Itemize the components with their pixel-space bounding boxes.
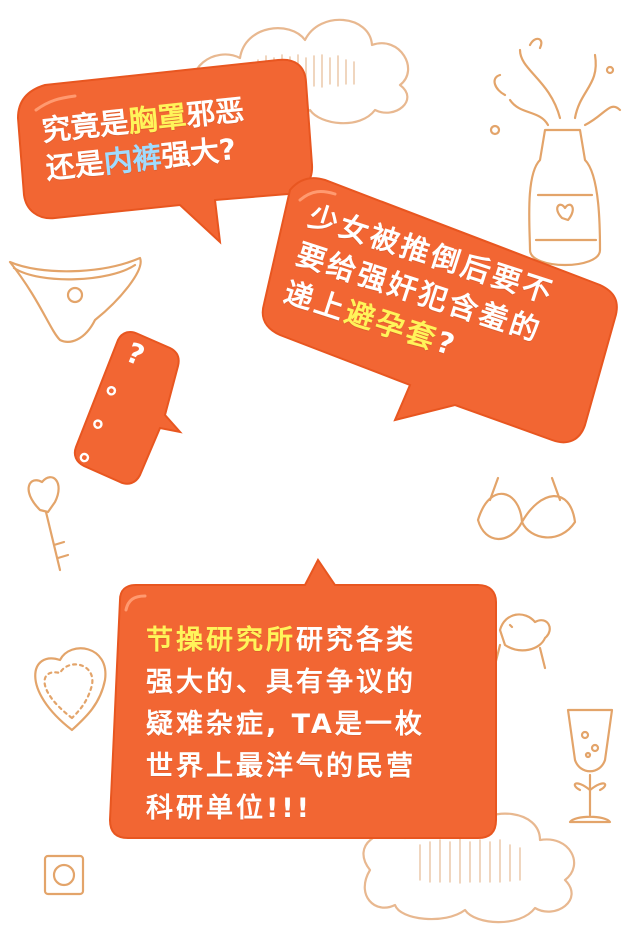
bubble-4-line-4: 世界上最洋气的民营	[146, 751, 416, 782]
bubble-4-line-3: 疑难杂症, TA是一枚	[146, 709, 425, 740]
bubble-4-line-5: 科研单位!!!	[146, 793, 312, 824]
heart-frame-icon	[34, 647, 107, 732]
panties-icon	[8, 256, 142, 343]
key-heart-icon	[27, 476, 70, 572]
wine-glass-icon	[566, 708, 614, 824]
bubble-4-line-2: 强大的、具有争议的	[146, 667, 416, 698]
bubble-4-line-1: 节操研究所研究各类	[146, 625, 416, 656]
champagne-bottle-icon	[489, 37, 622, 266]
bra-icon	[476, 476, 577, 540]
condom-icon	[43, 854, 85, 896]
